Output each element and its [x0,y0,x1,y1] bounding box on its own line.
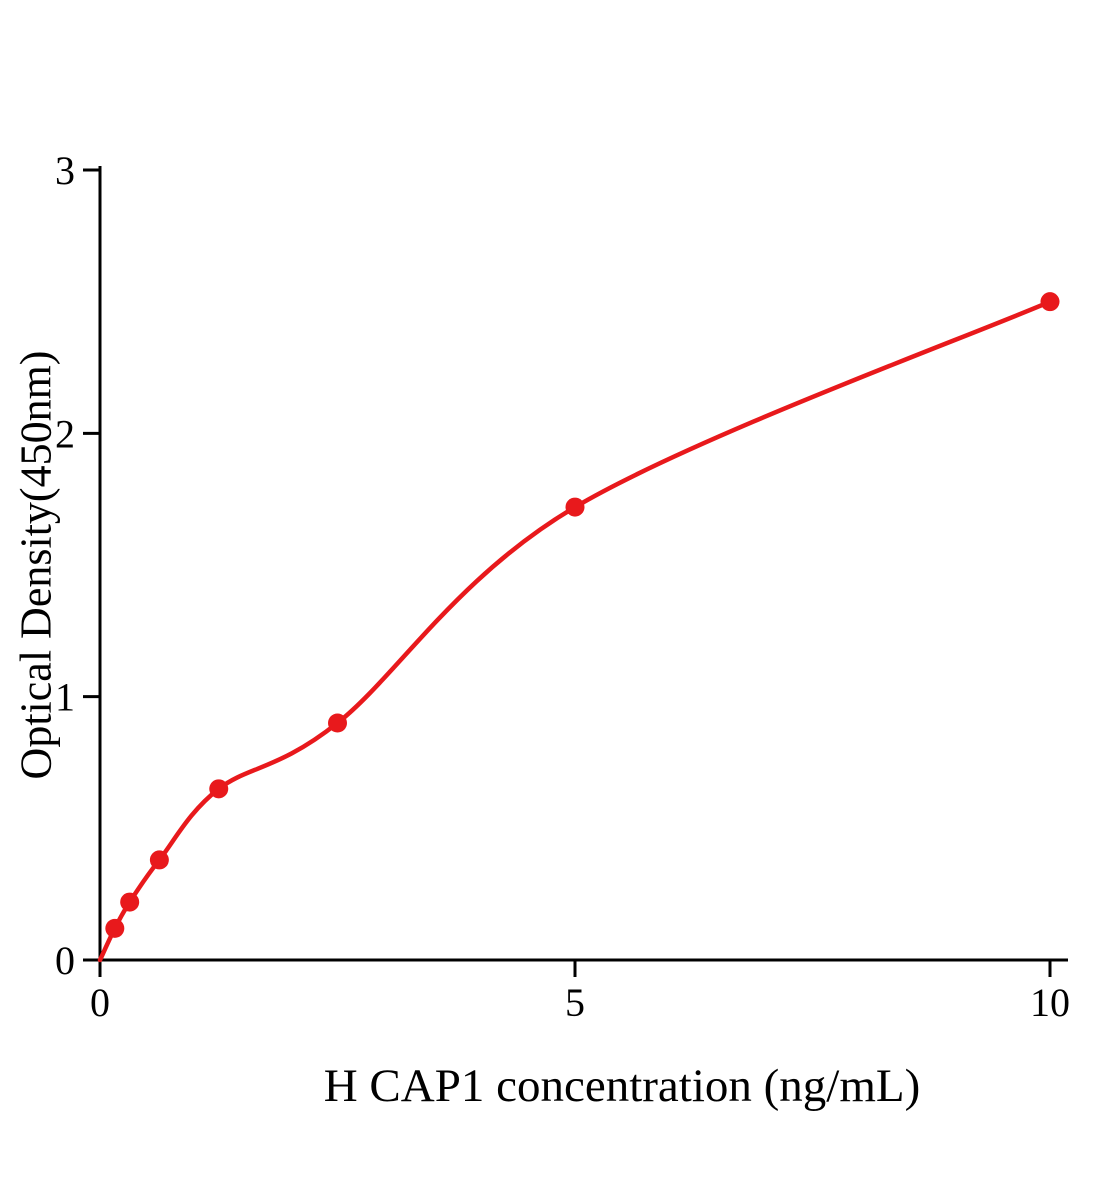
y-tick-label: 1 [55,675,75,720]
data-point-marker [209,779,229,799]
fit-curve [97,299,1053,963]
data-point-marker [105,918,125,938]
data-point-marker [328,713,347,733]
x-tick-label: 10 [1030,980,1070,1025]
data-point-marker [565,497,585,517]
y-axis-label: Optical Density(450nm) [11,350,61,780]
data-point-marker [149,850,169,870]
standard-curve-line [97,299,1053,963]
axes [83,166,1068,977]
x-axis-label: H CAP1 concentration (ng/mL) [323,1060,921,1112]
data-point-marker [120,892,140,912]
y-tick-label: 2 [55,411,75,456]
data-points [105,292,1060,938]
y-tick-label: 0 [55,938,75,983]
x-tick-label: 5 [565,980,585,1025]
x-tick-label: 0 [90,980,110,1025]
tick-labels: 0 1 2 3 0 5 10 [55,148,1070,1025]
y-tick-label: 3 [55,148,75,193]
data-point-marker [1040,292,1060,312]
